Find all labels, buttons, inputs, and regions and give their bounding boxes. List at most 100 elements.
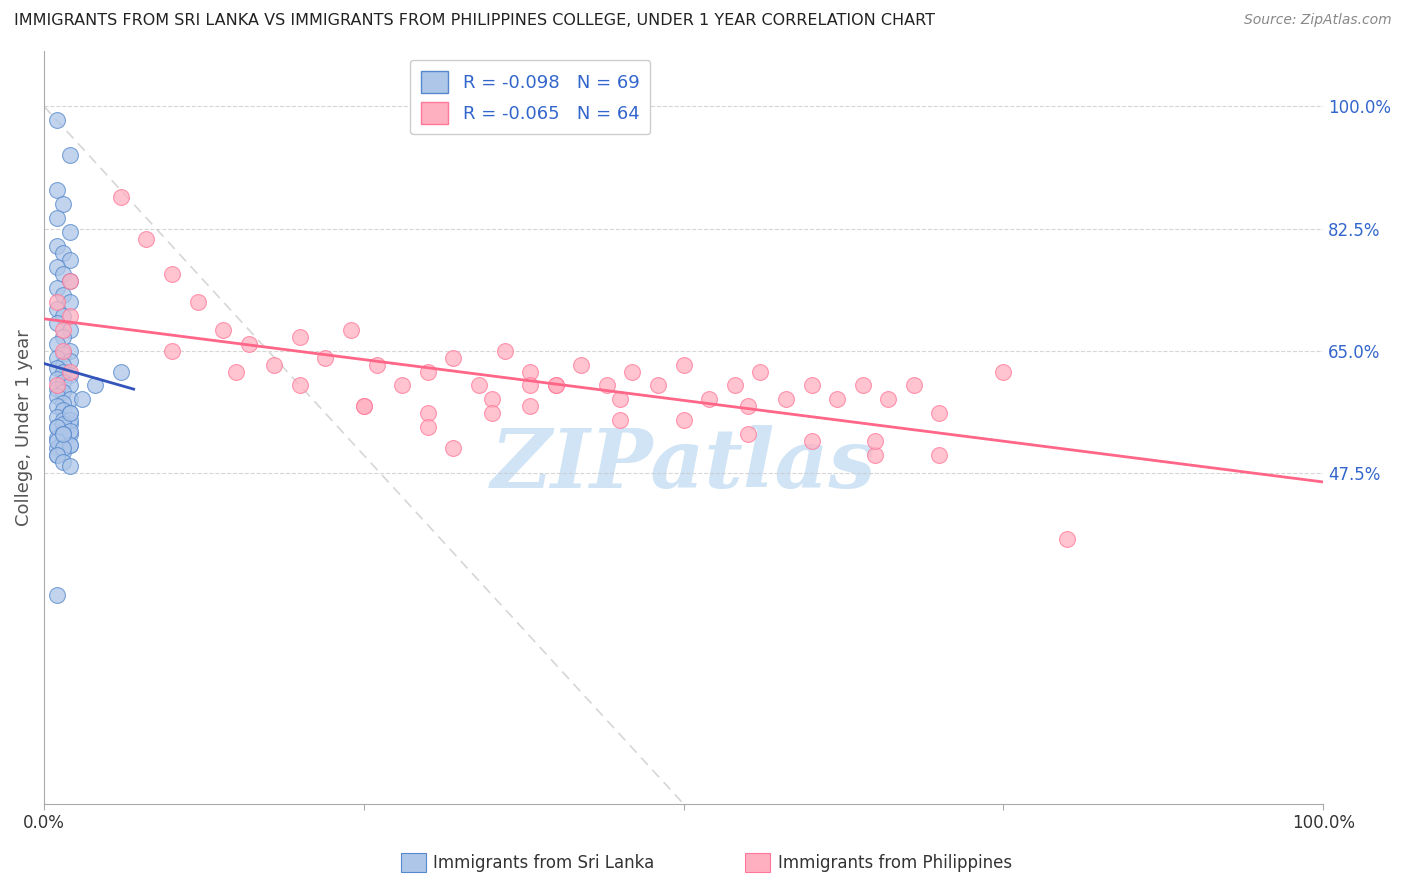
- Point: [52, 403, 75, 417]
- Point: [609, 413, 631, 427]
- Point: [52, 288, 75, 302]
- Point: [468, 378, 491, 392]
- Point: [45, 371, 67, 385]
- Point: [672, 413, 695, 427]
- Point: [59, 427, 82, 442]
- Point: [1056, 532, 1078, 546]
- Point: [416, 365, 439, 379]
- Point: [852, 378, 875, 392]
- Point: [481, 406, 503, 420]
- Point: [59, 309, 82, 323]
- Point: [544, 378, 567, 392]
- Point: [187, 294, 209, 309]
- Point: [569, 358, 592, 372]
- Point: [52, 413, 75, 427]
- Point: [52, 442, 75, 456]
- Point: [52, 197, 75, 211]
- Point: [45, 336, 67, 351]
- Point: [45, 260, 67, 274]
- Point: [724, 378, 747, 392]
- Point: [59, 365, 82, 379]
- Point: [59, 413, 82, 427]
- Point: [45, 316, 67, 330]
- Point: [52, 385, 75, 400]
- Point: [441, 351, 464, 365]
- Point: [672, 358, 695, 372]
- Point: [416, 420, 439, 434]
- Point: [59, 438, 82, 452]
- Point: [135, 232, 157, 246]
- Point: [45, 409, 67, 424]
- Point: [288, 378, 311, 392]
- Point: [52, 417, 75, 431]
- Point: [340, 323, 363, 337]
- Point: [647, 378, 669, 392]
- Point: [52, 365, 75, 379]
- Point: [212, 323, 235, 337]
- Point: [697, 392, 720, 407]
- Point: [52, 329, 75, 343]
- Point: [59, 417, 82, 431]
- Point: [481, 392, 503, 407]
- Point: [45, 431, 67, 445]
- Point: [45, 211, 67, 225]
- Point: [238, 336, 260, 351]
- Point: [52, 323, 75, 337]
- Point: [52, 309, 75, 323]
- Point: [160, 267, 183, 281]
- Point: [45, 434, 67, 449]
- Point: [441, 442, 464, 456]
- Point: [59, 343, 82, 358]
- Point: [45, 361, 67, 376]
- Point: [45, 183, 67, 197]
- Point: [52, 427, 75, 442]
- Point: [45, 588, 67, 602]
- Point: [315, 351, 337, 365]
- Y-axis label: College, Under 1 year: College, Under 1 year: [15, 329, 32, 525]
- Point: [865, 448, 887, 462]
- Point: [52, 424, 75, 438]
- Point: [59, 378, 82, 392]
- Point: [353, 400, 375, 414]
- Text: Immigrants from Philippines: Immigrants from Philippines: [778, 854, 1012, 871]
- Point: [110, 190, 132, 204]
- Point: [160, 343, 183, 358]
- Point: [737, 400, 759, 414]
- Point: [519, 378, 541, 392]
- Point: [59, 392, 82, 407]
- Point: [903, 378, 925, 392]
- Point: [52, 444, 75, 458]
- Point: [59, 438, 82, 452]
- Point: [84, 378, 107, 392]
- Point: [52, 343, 75, 358]
- Point: [52, 427, 75, 442]
- Point: [519, 365, 541, 379]
- Point: [800, 378, 823, 392]
- Point: [45, 281, 67, 295]
- Point: [45, 301, 67, 316]
- Point: [993, 365, 1015, 379]
- Point: [288, 329, 311, 343]
- Point: [416, 406, 439, 420]
- Point: [52, 347, 75, 361]
- Point: [52, 455, 75, 469]
- Point: [59, 406, 82, 420]
- Point: [52, 267, 75, 281]
- Point: [519, 400, 541, 414]
- Point: [59, 274, 82, 288]
- Point: [45, 389, 67, 403]
- Point: [366, 358, 388, 372]
- Point: [45, 448, 67, 462]
- Point: [59, 225, 82, 239]
- Point: [775, 392, 797, 407]
- Point: [59, 368, 82, 382]
- Point: [45, 351, 67, 365]
- Point: [825, 392, 848, 407]
- Point: [59, 323, 82, 337]
- Point: [621, 365, 644, 379]
- Point: [800, 434, 823, 449]
- Point: [45, 420, 67, 434]
- Point: [59, 458, 82, 473]
- Point: [52, 375, 75, 389]
- Text: Source: ZipAtlas.com: Source: ZipAtlas.com: [1244, 13, 1392, 28]
